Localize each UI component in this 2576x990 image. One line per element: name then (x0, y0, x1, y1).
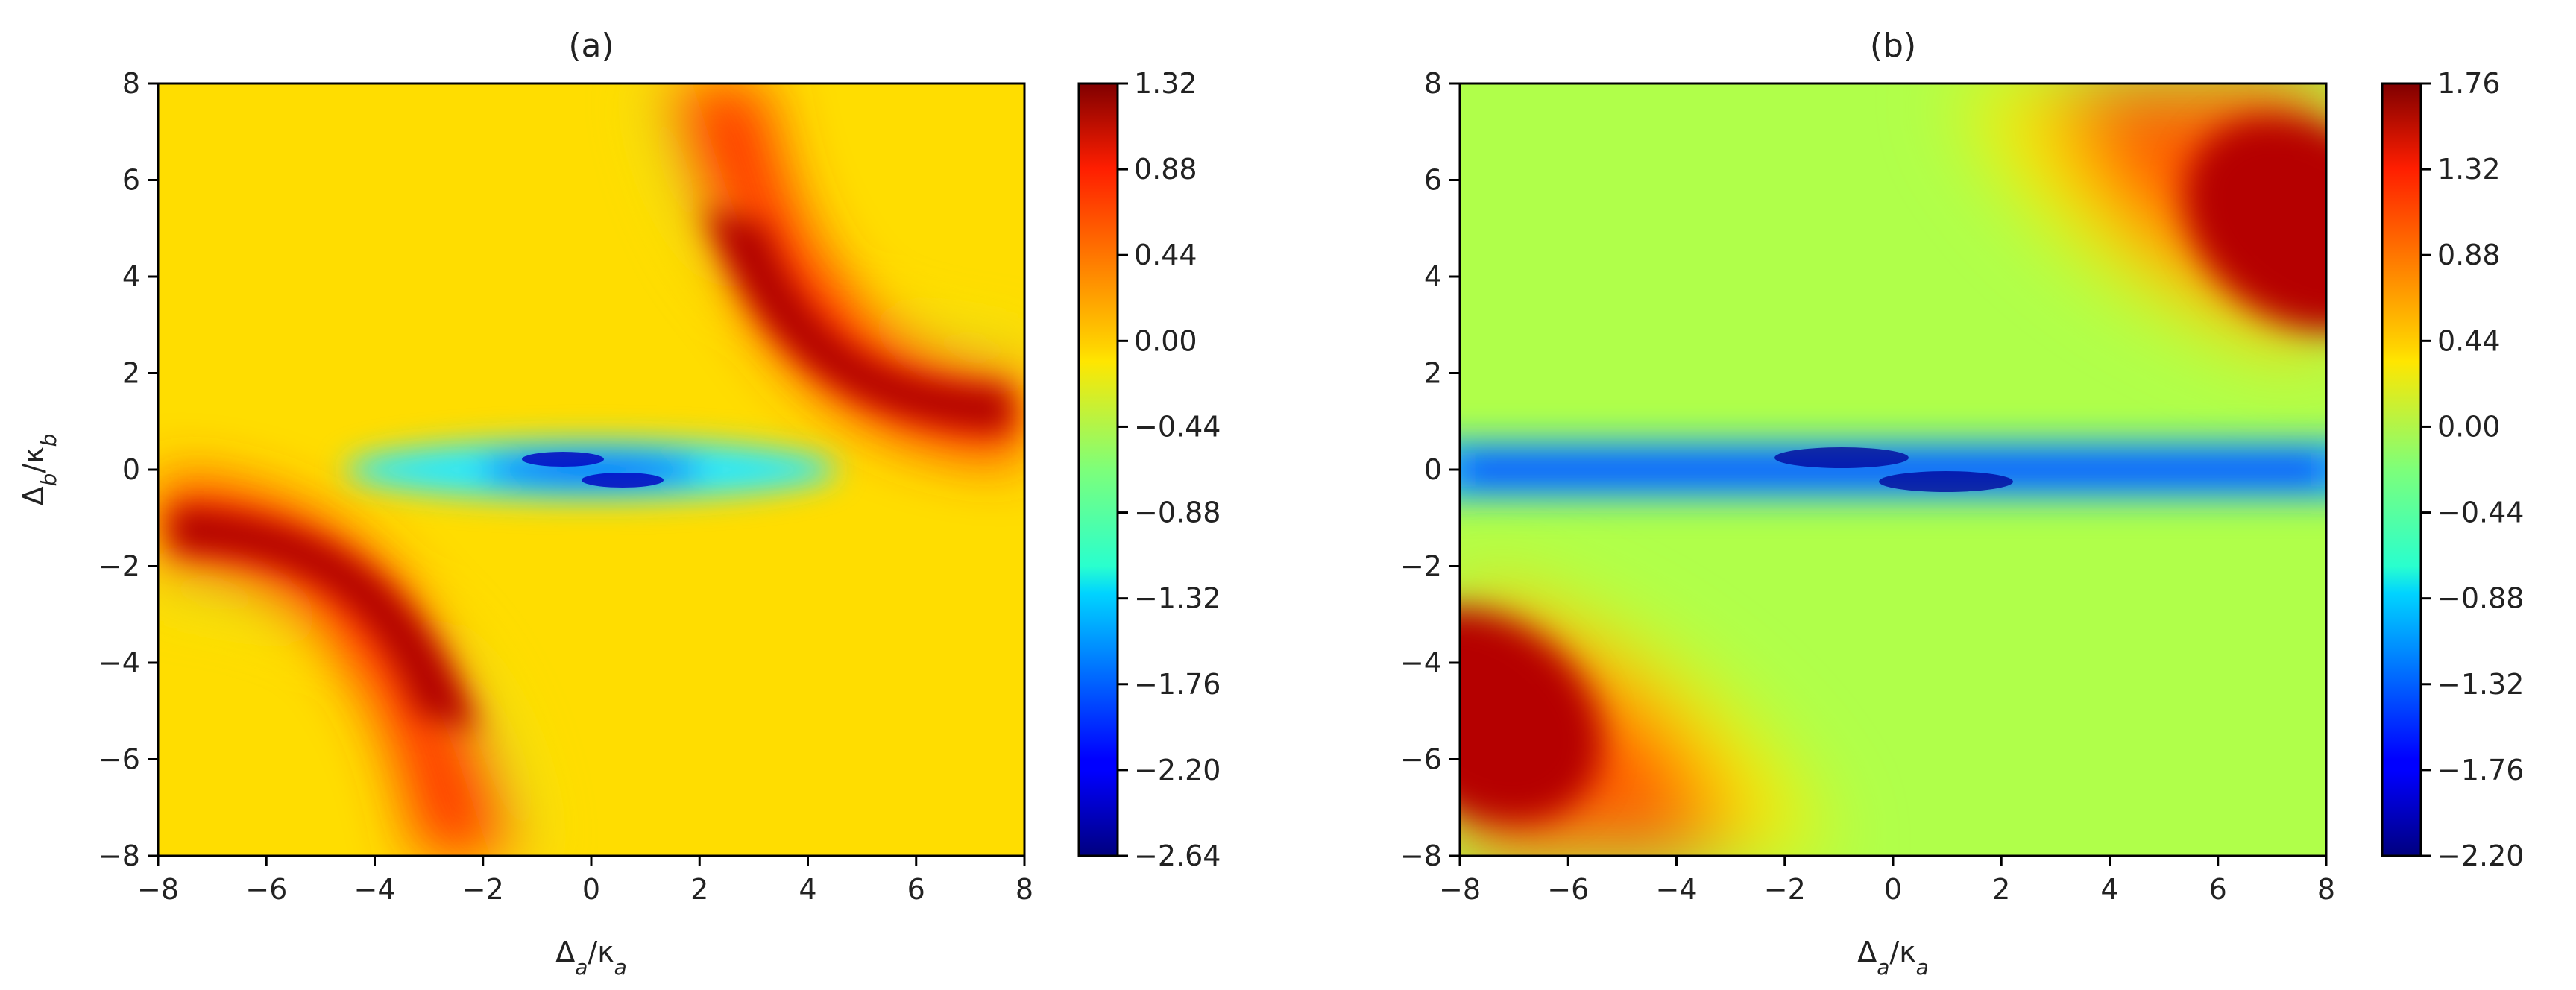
panel-b-title: (b) (1870, 27, 1916, 65)
panel-b-ytick-label: 8 (1424, 67, 1442, 100)
panel-a-colorbar-tick-label: 0.00 (1134, 324, 1197, 357)
panel-b-heatmap (1460, 83, 2326, 856)
panel-a-ytick-label: 6 (122, 164, 140, 197)
panel-b: (b) −8 −6 −4 −2 0 2 4 6 8 8 6 4 2 0 −2 −4 (1400, 27, 2524, 980)
panel-b-xlabel: Δa/κa (1857, 936, 1929, 980)
panel-a-ytick-label: 8 (122, 67, 140, 100)
panel-a-colorbar-tick-label: 0.44 (1134, 239, 1197, 271)
panel-a-ytick-label: 0 (122, 453, 140, 486)
panel-b-colorbar-tick-label: 0.88 (2437, 239, 2501, 271)
panel-a-ytick-label: −4 (98, 646, 140, 679)
panel-b-ytick-label: 2 (1424, 357, 1442, 390)
panel-b-colorbar-tick-label: −0.88 (2437, 582, 2524, 615)
panel-b-colorbar-tick-label: 0.44 (2437, 324, 2501, 357)
panel-a-colorbar-tick-label: −0.44 (1134, 410, 1221, 443)
panel-b-colorbar-tick-label: −0.44 (2437, 496, 2524, 529)
panel-b-colorbar-tick-label: 0.00 (2437, 410, 2501, 443)
panel-b-colorbar-tick-label: 1.32 (2437, 153, 2501, 186)
panel-b-colorbar-tick-label: −1.32 (2437, 668, 2524, 701)
panel-b-x-ticks: −8 −6 −4 −2 0 2 4 6 8 (1439, 856, 2335, 906)
panel-b-ytick-label: 4 (1424, 260, 1442, 293)
panel-b-xtick-label: −4 (1655, 873, 1697, 906)
panel-a-ylabel: Δb/κb (17, 434, 61, 506)
panel-a-xtick-label: −8 (137, 873, 179, 906)
panel-a-xlabel: Δa/κa (555, 936, 627, 980)
panel-b-xtick-label: −8 (1439, 873, 1481, 906)
panel-a-colorbar-tick-label: −2.20 (1134, 754, 1221, 786)
panel-a: (a) −8 −6 −4 −2 0 2 4 6 8 8 6 4 2 0 −2 −4 (17, 27, 1221, 980)
panel-a-xtick-label: 6 (907, 873, 925, 906)
panel-b-xtick-label: 6 (2209, 873, 2227, 906)
panel-a-xtick-label: 2 (690, 873, 708, 906)
panel-a-title: (a) (568, 27, 614, 65)
panel-a-xtick-label: 0 (582, 873, 600, 906)
panel-b-xtick-label: 0 (1884, 873, 1902, 906)
panel-b-xtick-label: 2 (1992, 873, 2010, 906)
panel-a-xtick-label: −6 (245, 873, 287, 906)
panel-a-xtick-label: 4 (799, 873, 816, 906)
panel-a-colorbar-tick-label: −1.76 (1134, 668, 1221, 701)
panel-a-colorbar-tick-label: 0.88 (1134, 153, 1197, 186)
panel-a-heatmap (158, 83, 1024, 856)
panel-a-y-ticks: 8 6 4 2 0 −2 −4 −6 −8 (98, 67, 158, 872)
panel-b-xtick-label: 4 (2100, 873, 2118, 906)
panel-b-ytick-label: −8 (1400, 839, 1442, 872)
panel-b-ytick-label: −2 (1400, 550, 1442, 583)
panel-b-y-ticks: 8 6 4 2 0 −2 −4 −6 −8 (1400, 67, 1460, 872)
panel-a-x-ticks: −8 −6 −4 −2 0 2 4 6 8 (137, 856, 1033, 906)
panel-a-colorbar-tick-label: 1.32 (1134, 67, 1197, 100)
panel-a-ytick-label: −2 (98, 550, 140, 583)
panel-b-colorbar-ticks: 1.76 1.32 0.88 0.44 0.00 −0.44 −0.88 −1.32 −1.76… (2421, 67, 2524, 872)
panel-b-colorbar (2381, 82, 2422, 857)
panel-a-ytick-label: 2 (122, 357, 140, 390)
panel-b-xtick-label: −2 (1764, 873, 1806, 906)
panel-a-xtick-label: 8 (1015, 873, 1033, 906)
panel-b-xtick-label: 8 (2317, 873, 2335, 906)
panel-b-ytick-label: −4 (1400, 646, 1442, 679)
panel-b-ytick-label: 0 (1424, 453, 1442, 486)
panel-a-colorbar-tick-label: −1.32 (1134, 582, 1221, 615)
panel-b-xtick-label: −6 (1547, 873, 1589, 906)
panel-b-colorbar-tick-label: −1.76 (2437, 754, 2524, 786)
panel-a-ytick-label: 4 (122, 260, 140, 293)
panel-a-colorbar (1077, 82, 1119, 857)
panel-a-ytick-label: −6 (98, 743, 140, 776)
panel-a-xtick-label: −2 (462, 873, 504, 906)
panel-a-colorbar-ticks: 1.32 0.88 0.44 0.00 −0.44 −0.88 −1.32 −1.76 −2.2… (1118, 67, 1221, 872)
panel-a-ytick-label: −8 (98, 839, 140, 872)
panel-b-ytick-label: −6 (1400, 743, 1442, 776)
panel-a-xtick-label: −4 (353, 873, 395, 906)
panel-a-colorbar-tick-label: −0.88 (1134, 496, 1221, 529)
panel-b-ytick-label: 6 (1424, 164, 1442, 197)
panel-b-colorbar-tick-label: −2.20 (2437, 839, 2524, 872)
panel-b-colorbar-tick-label: 1.76 (2437, 67, 2501, 100)
panel-a-colorbar-tick-label: −2.64 (1134, 839, 1221, 872)
